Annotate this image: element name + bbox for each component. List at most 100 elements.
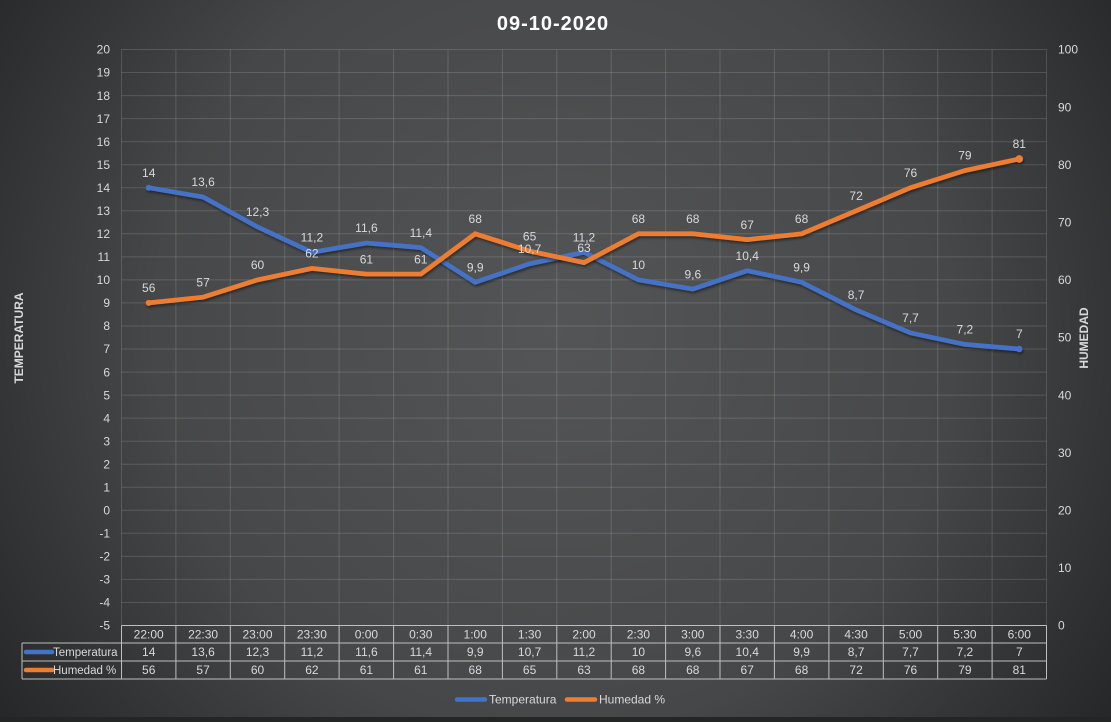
svg-text:Temperatura: Temperatura [489, 693, 557, 707]
svg-text:12,3: 12,3 [246, 645, 270, 659]
svg-text:23:30: 23:30 [297, 628, 327, 642]
svg-text:30: 30 [1058, 446, 1072, 460]
svg-text:68: 68 [632, 663, 646, 677]
svg-text:-3: -3 [99, 573, 110, 587]
svg-text:2:30: 2:30 [627, 628, 651, 642]
svg-text:11,2: 11,2 [301, 231, 324, 245]
svg-text:7,7: 7,7 [902, 311, 919, 325]
svg-text:11,2: 11,2 [301, 645, 324, 659]
svg-text:8,7: 8,7 [848, 645, 865, 659]
svg-text:-4: -4 [99, 596, 110, 610]
svg-text:10,7: 10,7 [518, 242, 542, 256]
svg-text:60: 60 [251, 258, 265, 272]
svg-text:4: 4 [103, 411, 110, 425]
svg-text:11,2: 11,2 [573, 231, 596, 245]
svg-text:67: 67 [741, 663, 755, 677]
svg-text:9,9: 9,9 [467, 260, 484, 274]
svg-text:4:30: 4:30 [844, 628, 868, 642]
svg-text:22:30: 22:30 [188, 628, 218, 642]
svg-text:2: 2 [103, 457, 110, 471]
svg-text:81: 81 [1013, 663, 1027, 677]
svg-text:68: 68 [632, 212, 646, 226]
svg-text:5: 5 [103, 388, 110, 402]
svg-text:13: 13 [97, 204, 111, 218]
svg-text:10,4: 10,4 [736, 249, 760, 263]
svg-text:60: 60 [1058, 273, 1072, 287]
svg-text:80: 80 [1058, 158, 1072, 172]
svg-text:9,9: 9,9 [793, 645, 810, 659]
svg-text:3: 3 [103, 434, 110, 448]
svg-text:23:00: 23:00 [242, 628, 272, 642]
svg-text:57: 57 [196, 663, 210, 677]
svg-text:12,3: 12,3 [246, 205, 270, 219]
svg-text:7: 7 [1016, 327, 1023, 341]
svg-text:19: 19 [97, 66, 111, 80]
svg-text:14: 14 [142, 645, 156, 659]
svg-text:61: 61 [360, 252, 374, 266]
svg-text:3:00: 3:00 [681, 628, 705, 642]
svg-text:79: 79 [958, 663, 972, 677]
svg-text:13,6: 13,6 [191, 175, 215, 189]
svg-text:61: 61 [414, 252, 428, 266]
svg-text:10: 10 [632, 258, 646, 272]
svg-text:14: 14 [97, 181, 111, 195]
svg-text:9,9: 9,9 [793, 260, 810, 274]
svg-text:-1: -1 [99, 527, 110, 541]
svg-text:68: 68 [686, 663, 700, 677]
svg-text:56: 56 [142, 281, 156, 295]
svg-text:2:00: 2:00 [572, 628, 596, 642]
svg-text:13,6: 13,6 [191, 645, 215, 659]
svg-text:12: 12 [97, 227, 111, 241]
svg-text:40: 40 [1058, 388, 1072, 402]
svg-text:9,9: 9,9 [467, 645, 484, 659]
svg-text:76: 76 [904, 663, 918, 677]
svg-text:7,2: 7,2 [957, 645, 974, 659]
svg-text:57: 57 [196, 275, 210, 289]
svg-text:11,4: 11,4 [410, 645, 433, 659]
svg-text:81: 81 [1013, 137, 1027, 151]
svg-text:0:30: 0:30 [409, 628, 433, 642]
svg-text:17: 17 [97, 112, 111, 126]
svg-text:11,6: 11,6 [355, 645, 378, 659]
svg-text:50: 50 [1058, 331, 1072, 345]
svg-text:0: 0 [1058, 619, 1065, 633]
svg-text:100: 100 [1058, 43, 1078, 57]
svg-text:9: 9 [103, 296, 110, 310]
svg-text:20: 20 [1058, 504, 1072, 518]
svg-text:76: 76 [904, 166, 918, 180]
svg-text:68: 68 [686, 212, 700, 226]
svg-text:62: 62 [305, 247, 319, 261]
svg-text:11,2: 11,2 [573, 645, 596, 659]
svg-text:70: 70 [1058, 216, 1072, 230]
svg-text:7,2: 7,2 [957, 323, 974, 337]
svg-text:67: 67 [741, 218, 755, 232]
svg-text:79: 79 [958, 149, 972, 163]
svg-text:62: 62 [305, 663, 319, 677]
svg-text:56: 56 [142, 663, 156, 677]
svg-text:1: 1 [103, 481, 110, 495]
svg-text:Temperatura: Temperatura [53, 647, 118, 659]
svg-text:10: 10 [97, 273, 111, 287]
svg-text:3:30: 3:30 [736, 628, 760, 642]
svg-text:Humedad %: Humedad % [599, 693, 665, 707]
svg-text:18: 18 [97, 89, 111, 103]
svg-text:61: 61 [360, 663, 374, 677]
svg-text:68: 68 [469, 663, 483, 677]
svg-text:61: 61 [414, 663, 428, 677]
svg-text:72: 72 [849, 663, 863, 677]
svg-text:0: 0 [103, 504, 110, 518]
svg-text:1:30: 1:30 [518, 628, 542, 642]
svg-text:5:00: 5:00 [899, 628, 923, 642]
svg-text:-2: -2 [99, 550, 110, 564]
svg-text:-5: -5 [99, 619, 110, 633]
svg-text:68: 68 [469, 212, 483, 226]
svg-text:20: 20 [97, 43, 111, 57]
svg-text:6:00: 6:00 [1008, 628, 1032, 642]
svg-text:10: 10 [632, 645, 646, 659]
svg-text:8,7: 8,7 [848, 288, 865, 302]
svg-text:15: 15 [97, 158, 111, 172]
svg-text:09-10-2020: 09-10-2020 [497, 13, 609, 35]
svg-text:10,4: 10,4 [736, 645, 760, 659]
svg-text:63: 63 [577, 241, 591, 255]
svg-text:22:00: 22:00 [134, 628, 164, 642]
